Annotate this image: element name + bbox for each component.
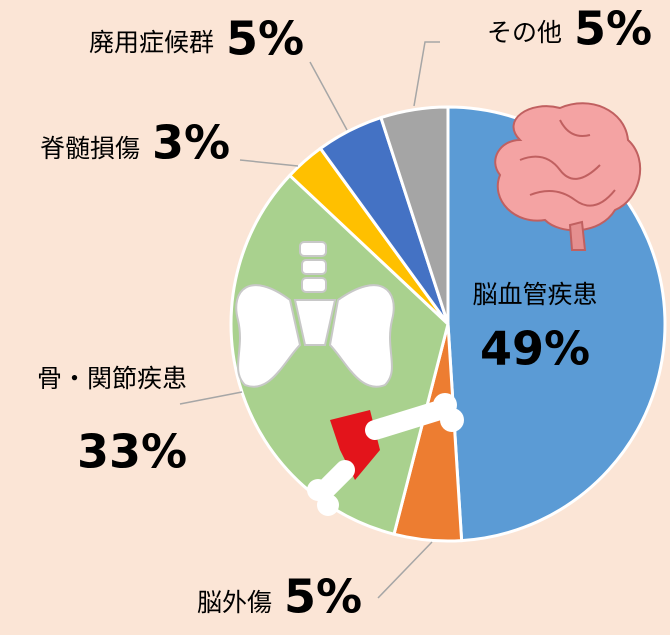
slice-value-label: 5%	[226, 12, 304, 66]
slice-label: 脳血管疾患	[472, 280, 597, 309]
slice-value-label: 33%	[77, 425, 187, 479]
slice-label: 脊髄損傷	[40, 134, 140, 163]
slice-label: その他	[487, 18, 562, 47]
slice-label: 脳外傷	[197, 588, 272, 617]
chart: 脳血管疾患 49% 脳外傷 5% 骨・関節疾患 33% 脊髄損傷 3% 廃用症候群 5% その他 5%	[0, 0, 670, 635]
slice-label: 廃用症候群	[89, 28, 214, 57]
slice-value-label: 49%	[480, 322, 590, 376]
slice-value-label: 3%	[152, 116, 230, 170]
slice-value-label: 5%	[284, 570, 362, 624]
slice-value-label: 5%	[574, 2, 652, 56]
slice-label: 骨・関節疾患	[37, 364, 187, 393]
